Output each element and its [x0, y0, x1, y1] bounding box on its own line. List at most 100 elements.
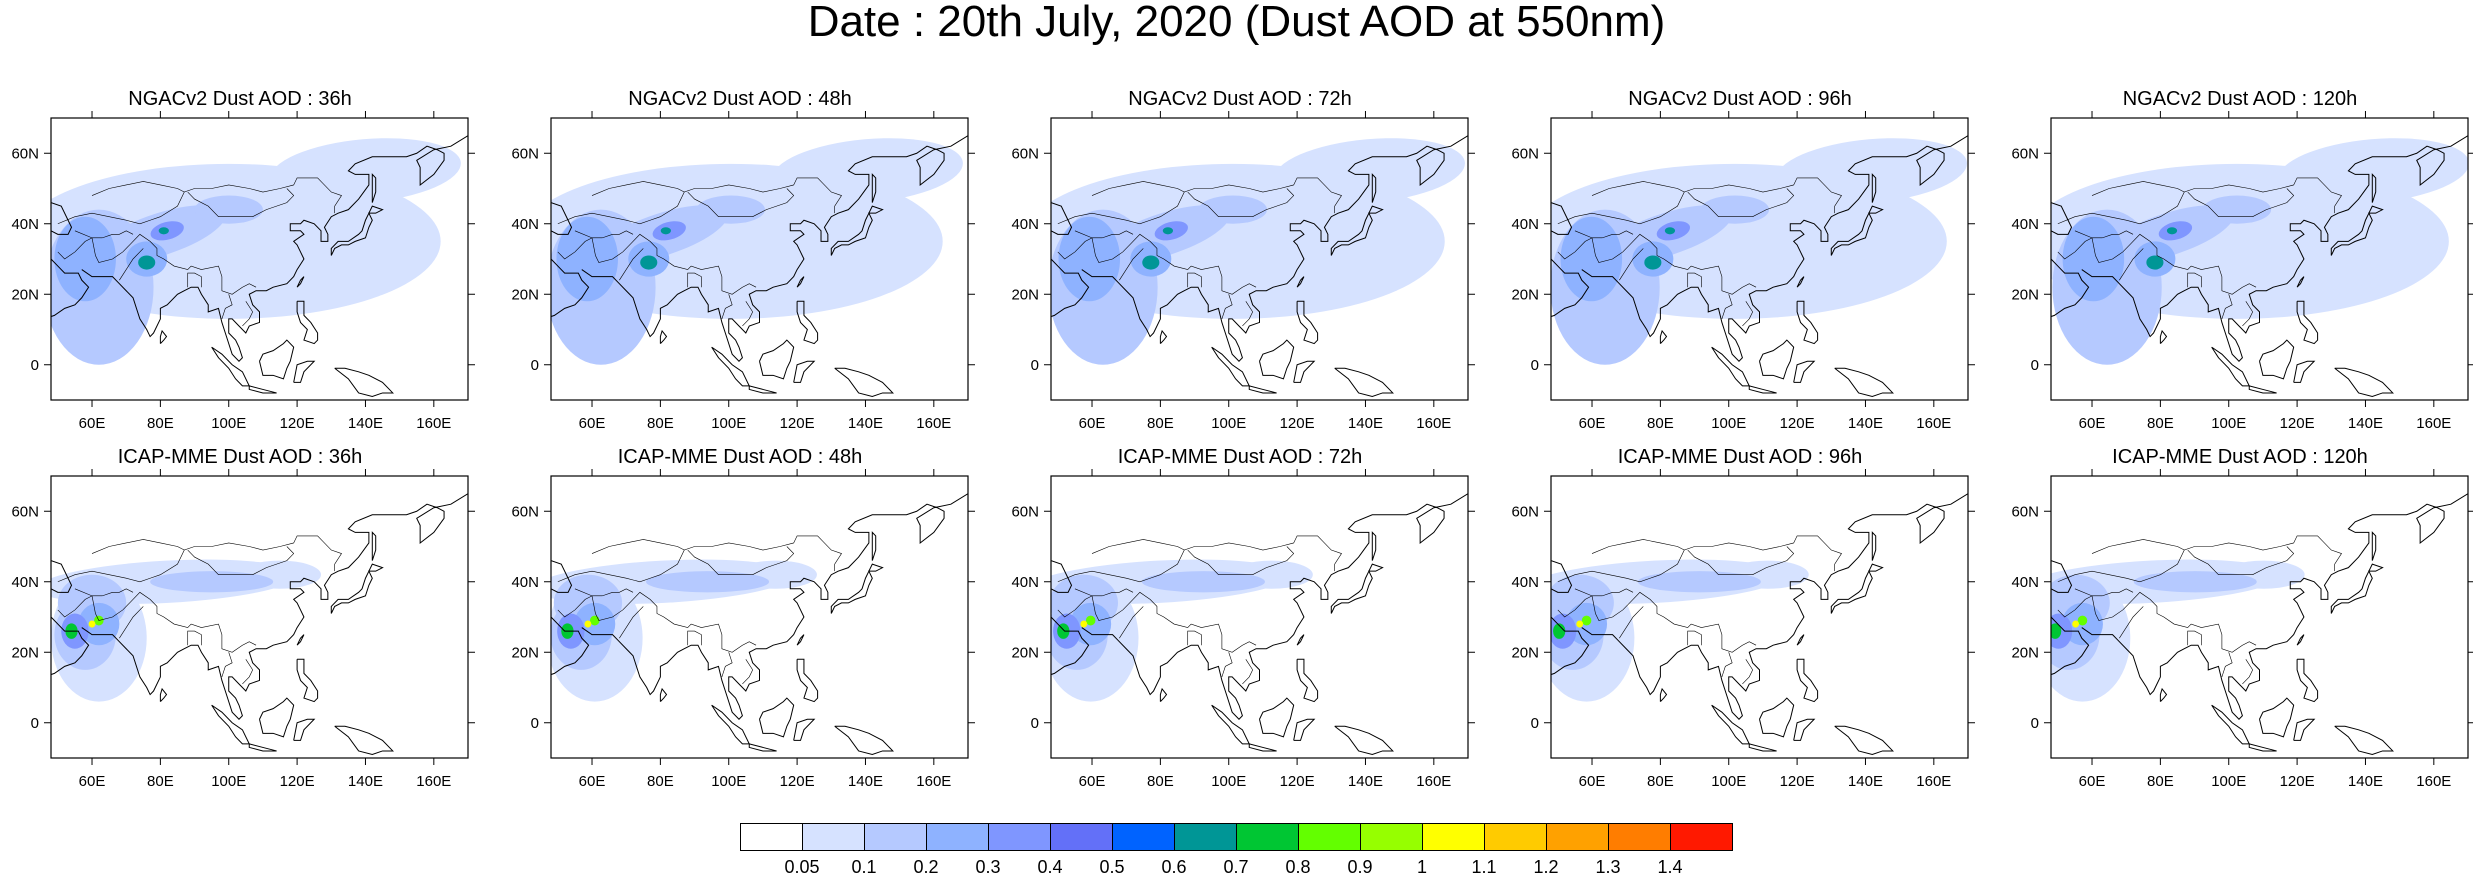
lon-tick-label: 160E	[1416, 773, 1451, 790]
coastline	[2371, 531, 2377, 561]
lat-tick-label: 0	[1031, 715, 1039, 732]
lon-tick-label: 160E	[1916, 773, 1951, 790]
dust-plume	[589, 615, 600, 626]
coastline	[2057, 177, 2342, 225]
coastline	[551, 258, 590, 318]
dust-plume	[2146, 255, 2164, 270]
coastline	[581, 135, 968, 362]
coastline	[296, 276, 305, 288]
lat-tick-label: 40N	[2011, 574, 2039, 591]
dust-plume	[1644, 255, 1662, 270]
coastline	[187, 546, 295, 575]
colorbar-label: 1.2	[1533, 857, 1559, 877]
coastline	[1211, 704, 1251, 745]
lon-tick-label: 60E	[2079, 415, 2106, 432]
dust-aod-map: 60E 80E 100E 120E 140E 160E 60N 40N 20N 0	[1511, 469, 1975, 790]
figure-title: Date : 20th July, 2020 (Dust AOD at 550n…	[807, 0, 1666, 46]
coastline	[331, 399, 353, 400]
coastline	[2211, 704, 2251, 745]
coastline	[91, 591, 257, 653]
coastline	[1091, 539, 1185, 554]
coastline	[1119, 248, 1144, 281]
coastline	[2091, 539, 2185, 554]
coastline	[831, 757, 853, 758]
dust-plume	[1141, 571, 1265, 593]
map-panel: NGACv2 Dust AOD : 48h 60E 80E 100E 120E 140E 1…	[505, 88, 975, 448]
coastline	[2159, 329, 2168, 344]
coastline	[159, 687, 168, 702]
coastline	[2187, 546, 2295, 575]
coastline	[293, 718, 316, 741]
coastline	[1831, 757, 1853, 758]
dust-plume	[772, 138, 963, 204]
colorbar-swatch	[1112, 823, 1175, 851]
colorbar-label: 0.8	[1285, 857, 1311, 877]
coastline	[2259, 697, 2295, 738]
coastline	[1051, 258, 1090, 318]
lon-tick-label: 140E	[2348, 773, 2383, 790]
coastline	[1557, 237, 1593, 260]
coastline	[1591, 233, 1757, 295]
coastline	[2242, 301, 2254, 327]
panel-title: NGACv2 Dust AOD : 72h	[1128, 88, 1352, 110]
coastline	[2259, 339, 2295, 380]
coastline	[721, 294, 733, 320]
coastline	[119, 606, 144, 639]
lon-tick-label: 80E	[1147, 773, 1174, 790]
coastline	[1721, 294, 1733, 320]
coastline	[1793, 718, 1816, 741]
coastline	[1742, 301, 1754, 327]
coastline	[2296, 276, 2305, 288]
coastline	[2334, 367, 2394, 397]
dust-plume	[1576, 620, 1584, 628]
map-frame	[2050, 475, 2469, 759]
lon-tick-label: 160E	[416, 773, 451, 790]
coastline	[1834, 725, 1894, 755]
coastline	[2371, 173, 2377, 203]
coastline	[1748, 385, 1777, 394]
dust-plume	[158, 227, 169, 235]
coastline	[1551, 560, 1573, 593]
coastline	[1259, 697, 1295, 738]
coastline	[2091, 591, 2257, 653]
coastline	[1242, 301, 1254, 327]
colorbar-label: 1	[1416, 857, 1427, 877]
coastline	[51, 202, 73, 235]
coastline	[591, 181, 685, 196]
coastline	[1057, 535, 1342, 583]
coastline	[1793, 360, 1816, 383]
colorbar-label: 0.9	[1347, 857, 1373, 877]
coastline	[91, 539, 185, 554]
lon-tick-label: 80E	[1647, 773, 1674, 790]
coastline	[2051, 616, 2090, 676]
colorbar-swatch	[926, 823, 989, 851]
dust-plume	[2051, 623, 2062, 639]
lon-tick-label: 120E	[1780, 415, 1815, 432]
coastline	[1581, 135, 1968, 362]
coastline	[1187, 546, 1295, 575]
coastline	[1296, 300, 1319, 345]
coastline	[1242, 659, 1254, 685]
coastline	[1248, 743, 1277, 752]
coastline	[796, 300, 819, 345]
lon-tick-label: 120E	[780, 773, 815, 790]
dust-plume	[150, 571, 274, 593]
coastline	[1091, 181, 1185, 196]
dust-plume	[1198, 195, 1268, 224]
coastline	[2057, 237, 2093, 260]
coastline	[1831, 399, 1853, 400]
coastline	[742, 301, 754, 327]
coastline	[748, 385, 777, 394]
coastline	[159, 329, 168, 344]
coastline	[834, 367, 894, 397]
coastline	[2091, 181, 2185, 196]
lon-tick-label: 120E	[780, 415, 815, 432]
dust-aod-map: 60E 80E 100E 120E 140E 160E 60N 40N 20N 0	[1511, 111, 1975, 432]
coastline	[1796, 300, 1819, 345]
lat-tick-label: 60N	[511, 503, 539, 520]
coastline	[187, 630, 202, 646]
coastline	[2330, 205, 2384, 256]
coastline	[1759, 339, 1795, 380]
coastline	[1371, 531, 1377, 561]
panel-title: ICAP-MME Dust AOD : 36h	[117, 446, 363, 468]
